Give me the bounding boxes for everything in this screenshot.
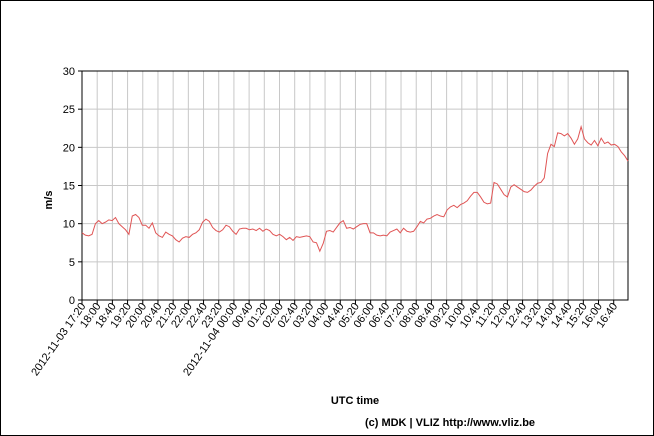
grid	[81, 70, 628, 301]
y-tick-label: 20	[63, 142, 75, 154]
y-tick-label: 10	[63, 219, 75, 231]
y-tick-label: 30	[63, 66, 75, 78]
x-axis-label: UTC time	[331, 395, 379, 407]
credit-text: (c) MDK | VLIZ http://www.vliz.be	[365, 417, 535, 429]
x-axis-ticks: 2012-11-03 17:2018:0018:4019:2020:0020:4…	[29, 300, 620, 378]
y-axis-label: m/s	[43, 191, 55, 210]
y-tick-label: 5	[69, 257, 75, 269]
x-tick-label: 2012-11-03 17:20	[29, 301, 88, 378]
y-tick-label: 0	[69, 295, 75, 307]
plot-area	[81, 70, 629, 301]
series-line	[81, 124, 629, 253]
y-tick-label: 25	[63, 104, 75, 116]
y-tick-label: 15	[63, 181, 75, 193]
y-axis-ticks: 0 5 10 15 20 25 30	[63, 66, 82, 307]
